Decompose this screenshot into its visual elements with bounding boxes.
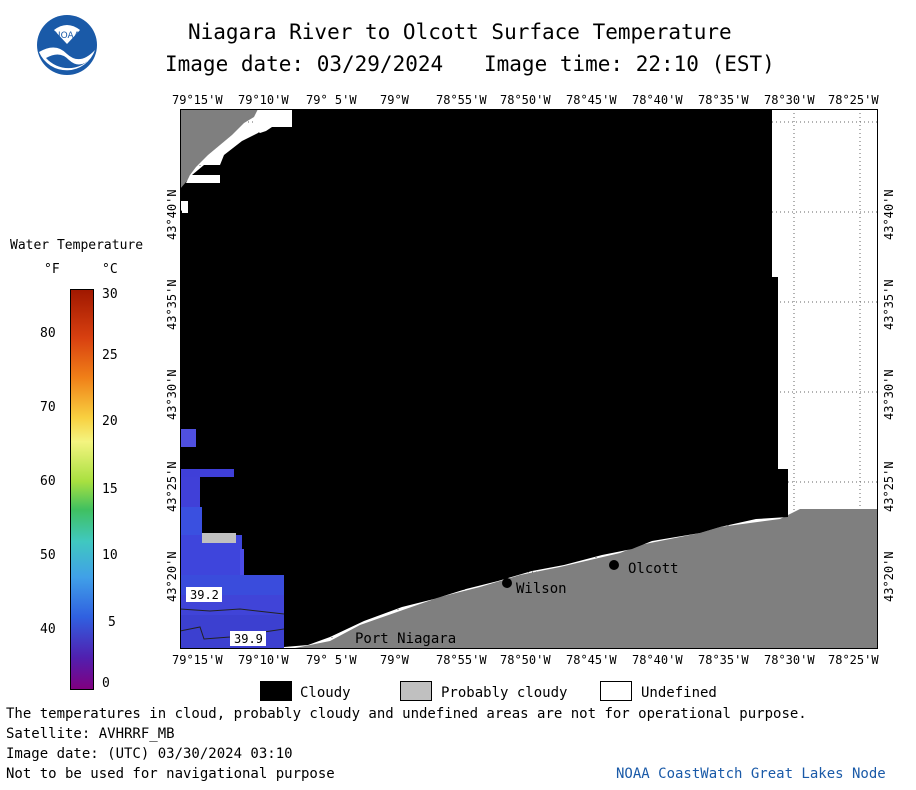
lon-label: 78°25'W (828, 653, 879, 667)
olcott-label: Olcott (628, 561, 679, 577)
image-date: Image date: 03/29/2024 (165, 52, 444, 76)
footer-satellite: Satellite: AVHRRF_MB (6, 726, 175, 742)
f-tick: 40 (40, 622, 56, 637)
footer-disclaimer: The temperatures in cloud, probably clou… (6, 706, 807, 722)
port-niagara-label: Port Niagara (355, 631, 456, 647)
lat-label: 43°20'N (882, 551, 896, 602)
lon-label: 78°40'W (632, 93, 683, 107)
legend-probably-cloudy-label: Probably cloudy (441, 685, 568, 701)
lat-label: 43°40'N (165, 189, 179, 240)
lon-label: 78°35'W (698, 93, 749, 107)
lon-label: 79°W (380, 653, 409, 667)
lon-label: 78°35'W (698, 653, 749, 667)
lon-label: 78°30'W (764, 93, 815, 107)
noaa-logo: NOAA (36, 14, 98, 76)
lon-label: 79°15'W (172, 653, 223, 667)
footer-navigation: Not to be used for navigational purpose (6, 766, 335, 782)
c-tick: 15 (102, 482, 118, 497)
colorbar-unit-f: °F (44, 262, 60, 277)
f-tick: 50 (40, 548, 56, 563)
lon-label: 78°25'W (828, 93, 879, 107)
wilson-label: Wilson (516, 581, 567, 597)
lon-label: 79°15'W (172, 93, 223, 107)
temp-label-a: 39.2 (190, 588, 219, 602)
footer-credit: NOAA CoastWatch Great Lakes Node (616, 766, 886, 782)
lat-label: 43°25'N (882, 461, 896, 512)
land-area (180, 109, 878, 649)
lat-label: 43°25'N (165, 461, 179, 512)
legend-undefined-label: Undefined (641, 685, 717, 701)
legend-cloudy-label: Cloudy (300, 685, 351, 701)
lat-label: 43°40'N (882, 189, 896, 240)
lon-label: 78°45'W (566, 93, 617, 107)
lon-label: 78°40'W (632, 653, 683, 667)
temp-label-b: 39.9 (234, 632, 263, 646)
image-time: Image time: 22:10 (EST) (484, 52, 775, 76)
lon-label: 78°50'W (500, 93, 551, 107)
noaa-logo-text: NOAA (54, 31, 81, 41)
colorbar (70, 289, 94, 690)
lon-label: 78°55'W (436, 653, 487, 667)
wilson-marker (502, 578, 512, 588)
page-title: Niagara River to Olcott Surface Temperat… (188, 20, 732, 44)
olcott-marker (609, 560, 619, 570)
c-tick: 25 (102, 348, 118, 363)
lon-label: 79° 5'W (306, 653, 357, 667)
c-tick: 30 (102, 287, 118, 302)
c-tick: 5 (108, 615, 116, 630)
f-tick: 60 (40, 474, 56, 489)
c-tick: 10 (102, 548, 118, 563)
c-tick: 20 (102, 414, 118, 429)
f-tick: 70 (40, 400, 56, 415)
lon-label: 78°30'W (764, 653, 815, 667)
lat-label: 43°35'N (165, 279, 179, 330)
lon-label: 78°45'W (566, 653, 617, 667)
legend-cloudy-swatch (260, 681, 292, 701)
lat-label: 43°30'N (882, 369, 896, 420)
cloud-area (180, 109, 788, 647)
lat-label: 43°30'N (165, 369, 179, 420)
colorbar-title: Water Temperature (10, 238, 144, 253)
lat-label: 43°35'N (882, 279, 896, 330)
footer-utc-date: Image date: (UTC) 03/30/2024 03:10 (6, 746, 293, 762)
legend-undefined-swatch (600, 681, 632, 701)
lon-label: 79°10'W (238, 653, 289, 667)
c-tick: 0 (102, 676, 110, 691)
f-tick: 80 (40, 326, 56, 341)
lon-label: 79°10'W (238, 93, 289, 107)
colorbar-unit-c: °C (102, 262, 118, 277)
map-panel: 39.2 39.9 Olcott Wilson Port Niagara (180, 109, 878, 649)
lon-label: 79°W (380, 93, 409, 107)
lon-label: 78°55'W (436, 93, 487, 107)
lon-label: 78°50'W (500, 653, 551, 667)
lat-label: 43°20'N (165, 551, 179, 602)
lon-label: 79° 5'W (306, 93, 357, 107)
legend-probably-cloudy-swatch (400, 681, 432, 701)
